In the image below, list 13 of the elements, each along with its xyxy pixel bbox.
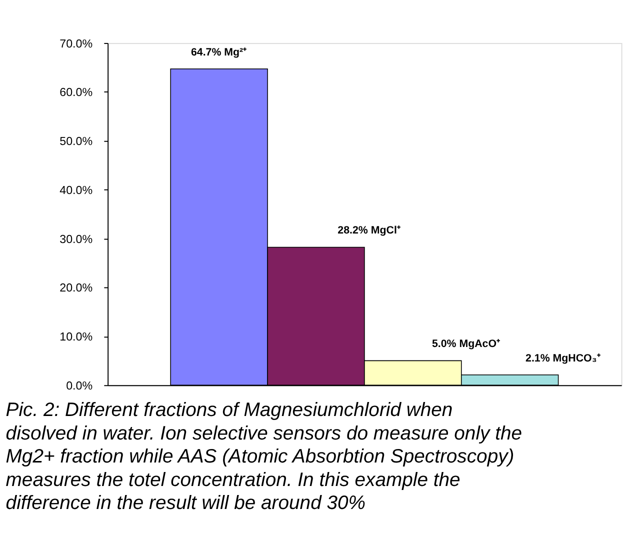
- data-label: 64.7% Mg²⁺: [190, 46, 248, 58]
- y-tick-label: 40.0%: [60, 184, 93, 197]
- y-tick-label: 50.0%: [60, 135, 93, 148]
- data-label: 2.1% MgHCO₃⁺: [526, 352, 601, 364]
- y-tick-label: 10.0%: [60, 330, 93, 344]
- y-tick-label: 30.0%: [60, 232, 93, 246]
- y-tick-label: 0.0%: [66, 379, 93, 392]
- data-label: 28.2% MgCl⁺: [338, 224, 401, 237]
- y-tick-label: 70.0%: [60, 37, 93, 50]
- data-label: 5.0% MgAcO⁺: [432, 338, 500, 350]
- y-tick-label: 60.0%: [60, 86, 93, 100]
- y-tick-label: 20.0%: [60, 282, 93, 295]
- text: Pic. 2: Different fractions of Magnesiumchlorid when disolved in water. Ion selective sensors do measure only the Mg2+ fraction while AAS (Atomic Absorbtion Spectroscopy) measures the totel concentration. In this example the difference in the result will be around 30%: [6, 399, 522, 514]
